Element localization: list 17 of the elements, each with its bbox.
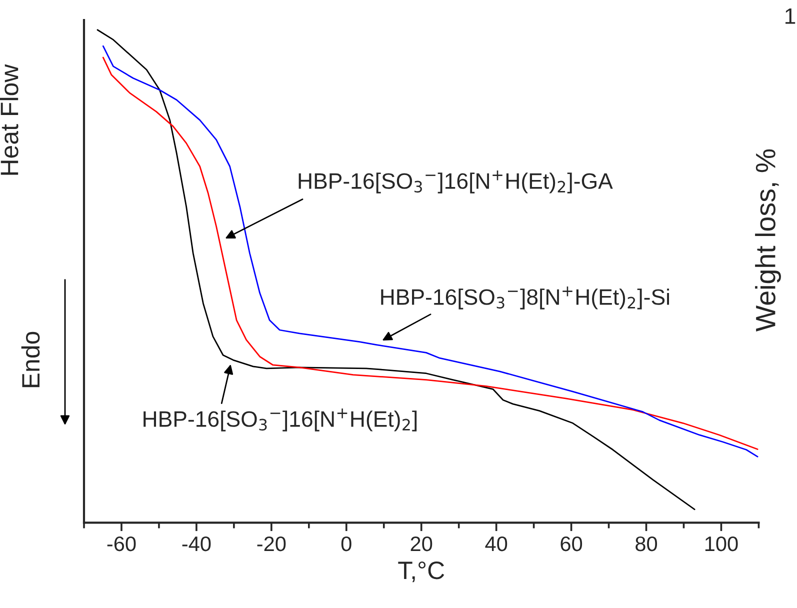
text: Endo <box>21 332 40 388</box>
x-tick-label: 80 <box>636 536 658 552</box>
annotation: HBP-16[SO$_{3}$$^{−}$]16[N$^{+}$H(Et)$_{2}$] <box>144 408 417 432</box>
annotation: HBP-16[SO$_{3}$$^{−}$]16[N$^{+}$H(Et)$_{2}$]-GA <box>298 170 613 194</box>
x-tick-label: 40 <box>485 536 508 552</box>
x-tick-label: 100 <box>705 536 738 552</box>
x-axis-title: T,°C <box>398 562 444 582</box>
x-tick-label: -40 <box>182 536 211 552</box>
x-tick-label: 60 <box>560 536 582 552</box>
x-tick-label: 0 <box>341 536 352 552</box>
x-tick-label: -60 <box>107 536 136 552</box>
x-tick-label: -20 <box>257 536 286 552</box>
text: 1 <box>786 8 796 24</box>
x-tick-label: 20 <box>410 536 432 552</box>
y-axis-title: Heat Flow <box>0 64 18 175</box>
y2-axis-title: Weight loss, % <box>755 149 781 332</box>
annotation: HBP-16[SO$_{3}$$^{−}$]8[N$^{+}$H(Et)$_{2}$]-Si <box>381 286 670 310</box>
